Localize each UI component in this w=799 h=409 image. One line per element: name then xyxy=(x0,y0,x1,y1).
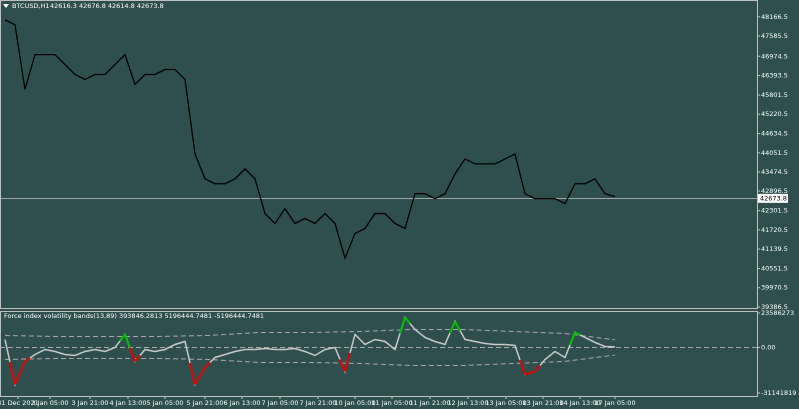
indicator-frame xyxy=(0,311,758,397)
x-tick-label: 3 Jan 21:00 xyxy=(71,399,108,407)
x-tick-label: 5 Jan 21:00 xyxy=(186,399,223,407)
band-breakout xyxy=(519,359,526,375)
indicator-title: Force index volatility bands(13,89) 3938… xyxy=(4,312,264,320)
y-tick-label: 44634.5 xyxy=(761,130,788,138)
x-tick-label: 17 Jan 05:00 xyxy=(594,399,635,407)
band-breakout xyxy=(189,362,196,385)
band-breakout xyxy=(14,372,21,385)
band-breakout xyxy=(574,331,581,336)
band-breakout xyxy=(204,361,211,369)
x-tick-label: 4 Jan 13:00 xyxy=(109,399,146,407)
band-breakout xyxy=(199,366,206,377)
y-tick-label: 45801.5 xyxy=(761,91,788,99)
band-breakout xyxy=(9,361,16,385)
band-breakout xyxy=(119,333,126,342)
band-breakout xyxy=(194,375,201,385)
band-breakout xyxy=(24,357,31,363)
y-tick-label: 46393.5 xyxy=(761,71,788,79)
band-breakout xyxy=(569,332,576,346)
x-tick-label: 13 Jan 05:00 xyxy=(485,399,526,407)
price-line xyxy=(4,19,616,261)
x-tick-label: 13 Jan 21:00 xyxy=(522,399,563,407)
ohlc: 42616.3 42676.8 42614.8 42673.8 xyxy=(50,2,164,10)
symbol-title: BTCUSD,H1 xyxy=(12,2,50,10)
band-breakout xyxy=(339,359,346,372)
band-breakout xyxy=(534,364,541,373)
band-breakout xyxy=(344,352,351,372)
volatility-band xyxy=(4,328,616,341)
y-tick-label: 43474.5 xyxy=(761,168,788,176)
x-tick-label: 5 Jan 05:00 xyxy=(146,399,183,407)
x-tick-label: 7 Jan 05:00 xyxy=(261,399,298,407)
y-tick-label: 42896.5 xyxy=(761,187,788,195)
y-tick-label: 44051.5 xyxy=(761,149,788,157)
x-tick-label: 12 Jan 13:00 xyxy=(447,399,488,407)
x-tick-label: 31 Dec 2021 xyxy=(0,399,39,407)
y-tick-label: 45220.5 xyxy=(761,110,788,118)
x-tick-label: 3 Jan 05:00 xyxy=(31,399,68,407)
x-tick-label: 11 Jan 21:00 xyxy=(409,399,450,407)
band-breakout xyxy=(134,354,141,363)
y-tick-label: 41139.5 xyxy=(761,245,788,253)
y-tick-label: 41720.5 xyxy=(761,226,788,234)
x-tick-label: 6 Jan 13:00 xyxy=(223,399,260,407)
y-tick-label: 46974.5 xyxy=(761,52,788,60)
band-breakout xyxy=(449,321,456,334)
price-frame xyxy=(0,0,758,309)
y-tick-label: 0.00 xyxy=(761,343,775,351)
band-breakout xyxy=(129,347,136,362)
band-breakout xyxy=(529,370,536,374)
y-tick-label: 42301.5 xyxy=(761,207,788,215)
x-tick-label: 7 Jan 21:00 xyxy=(299,399,336,407)
y-tick-label: 47585.5 xyxy=(761,32,788,40)
y-tick-label: 39970.5 xyxy=(761,284,788,292)
menu-arrow[interactable] xyxy=(3,4,9,8)
band-breakout xyxy=(19,361,26,374)
current-price-label: 42673.8 xyxy=(760,194,787,202)
band-breakout xyxy=(454,320,461,331)
force-index-line xyxy=(4,315,616,387)
y-tick-label: 48166.5 xyxy=(761,13,788,21)
y-tick-label: 40551.5 xyxy=(761,264,788,272)
y-tick-label: 39386.5 xyxy=(761,303,788,311)
y-tick-label: 23586273 xyxy=(761,309,794,317)
volatility-band xyxy=(4,354,616,366)
x-tick-label: 14 Jan 13:00 xyxy=(559,399,600,407)
band-breakout xyxy=(524,372,531,376)
y-tick-label: -31141819 xyxy=(761,389,796,397)
band-breakout xyxy=(124,334,131,349)
band-breakout xyxy=(404,316,411,325)
x-tick-label: 10 Jan 05:00 xyxy=(334,399,375,407)
band-breakout xyxy=(399,317,406,334)
current-price-box xyxy=(758,193,788,203)
x-tick-label: 11 Jan 05:00 xyxy=(371,399,412,407)
